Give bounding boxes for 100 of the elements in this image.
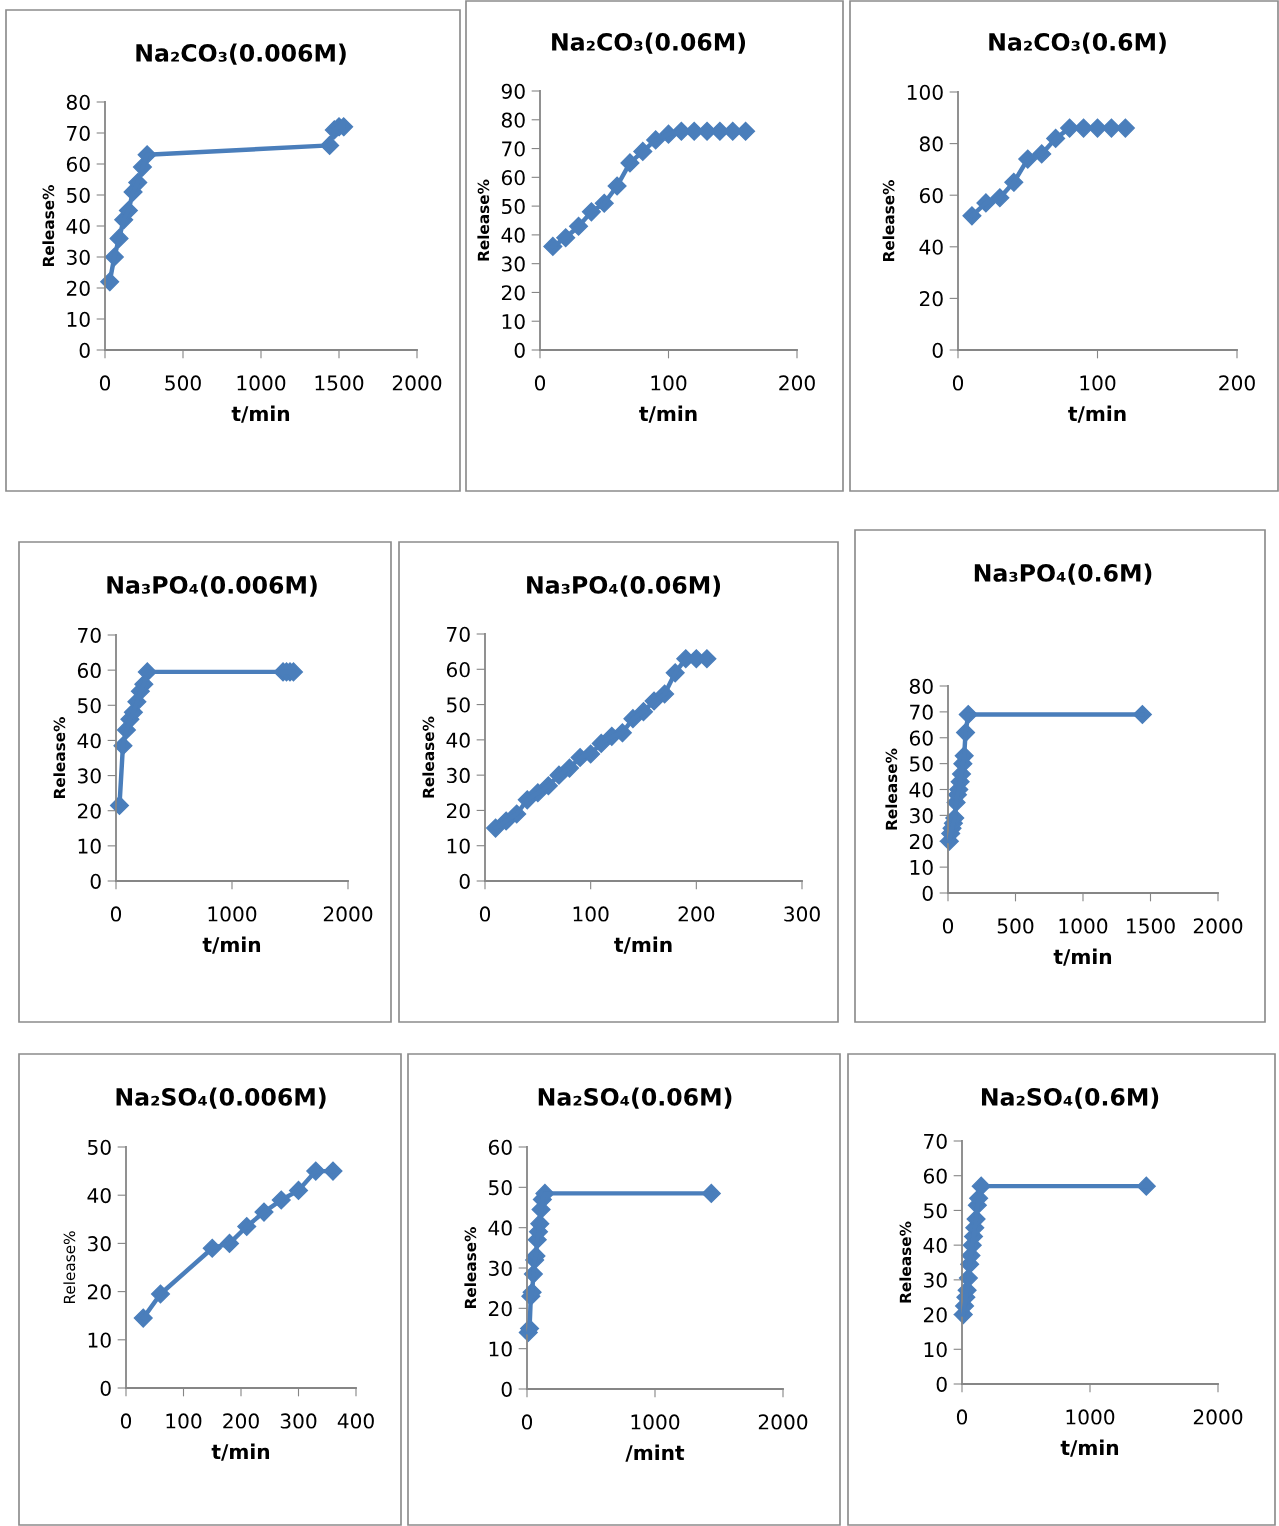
y-tick-label: 10 (67, 311, 90, 327)
x-tick-label: 2000 (323, 906, 373, 922)
chart-title: Na₃PO₄(0.006M) (107, 575, 317, 597)
y-tick-label: 0 (501, 1381, 512, 1397)
x-tick-label: 1000 (1066, 1409, 1115, 1425)
y-tick-label: 10 (924, 1341, 947, 1358)
y-axis-title: Release% (899, 1221, 912, 1303)
y-tick-label: 70 (924, 1133, 947, 1149)
y-tick-label: 0 (459, 873, 470, 889)
y-tick-label: 90 (501, 83, 525, 99)
x-tick-label: 500 (997, 918, 1034, 934)
x-tick-label: 1000 (1059, 918, 1108, 934)
y-tick-label: 50 (502, 198, 525, 215)
chart-title: Na₂CO₃(0.006M) (136, 43, 346, 65)
y-tick-label: 40 (77, 733, 101, 749)
y-tick-label: 20 (909, 833, 933, 850)
y-tick-label: 40 (501, 227, 525, 243)
y-tick-label: 10 (88, 1332, 111, 1348)
y-tick-label: 50 (67, 187, 90, 203)
x-tick-label: 100 (573, 906, 609, 922)
y-tick-label: 20 (488, 1301, 512, 1317)
y-tick-label: 80 (919, 136, 943, 152)
y-tick-label: 60 (501, 170, 525, 186)
chart-title: Na₂CO₃(0.6M) (989, 32, 1166, 54)
x-tick-label: 200 (779, 375, 815, 391)
y-tick-label: 100 (907, 84, 943, 100)
y-axis-title: Release% (477, 179, 490, 261)
y-axis-title: Release% (464, 1227, 477, 1308)
y-axis-title: Release% (53, 717, 66, 798)
y-tick-label: 60 (77, 662, 101, 679)
x-tick-label: 100 (651, 375, 687, 391)
y-tick-label: 70 (502, 141, 525, 157)
y-tick-label: 40 (66, 218, 90, 234)
y-tick-label: 20 (66, 280, 90, 296)
x-tick-label: 200 (678, 906, 715, 922)
y-tick-label: 10 (489, 1341, 512, 1357)
y-tick-label: 0 (79, 342, 90, 358)
y-tick-label: 20 (446, 803, 470, 819)
y-tick-label: 20 (87, 1284, 111, 1300)
y-tick-label: 0 (514, 342, 525, 358)
x-tick-label: 1500 (315, 375, 364, 391)
x-axis-title: t/min (639, 405, 697, 423)
x-axis-title: t/min (202, 936, 261, 954)
y-tick-label: 30 (924, 1272, 947, 1288)
x-tick-label: 0 (120, 1413, 132, 1429)
y-tick-label: 70 (67, 125, 90, 141)
y-tick-label: 20 (501, 285, 525, 301)
y-tick-label: 30 (910, 808, 933, 824)
y-tick-label: 50 (88, 1139, 111, 1155)
y-tick-label: 30 (502, 256, 525, 272)
x-tick-label: 300 (280, 1413, 317, 1429)
y-tick-label: 50 (489, 1180, 512, 1196)
y-tick-label: 0 (922, 885, 933, 901)
x-tick-label: 0 (956, 1409, 968, 1425)
y-axis-title: Release% (42, 185, 55, 266)
x-tick-label: 200 (1219, 375, 1255, 391)
x-axis-title: t/min (211, 1443, 270, 1461)
x-tick-label: 1000 (237, 375, 286, 391)
y-tick-label: 30 (88, 1236, 111, 1252)
x-tick-label: 0 (952, 375, 964, 391)
x-axis-title: /mint (625, 1444, 685, 1462)
x-tick-label: 2000 (392, 375, 442, 391)
y-tick-label: 60 (909, 730, 933, 746)
chart-title: Na₂CO₃(0.06M) (552, 32, 746, 54)
y-tick-label: 70 (447, 626, 470, 642)
y-tick-label: 30 (447, 767, 470, 784)
y-tick-label: 40 (87, 1187, 111, 1204)
chart-title: Na₂SO₄(0.006M) (116, 1087, 326, 1109)
y-axis-title: Release% (63, 1231, 76, 1304)
y-tick-label: 20 (77, 803, 101, 819)
y-tick-label: 60 (923, 1168, 947, 1184)
y-tick-label: 80 (909, 678, 933, 694)
x-tick-label: 2000 (1193, 918, 1243, 934)
y-tick-label: 30 (67, 249, 90, 265)
y-tick-label: 40 (488, 1220, 512, 1236)
y-tick-label: 0 (932, 342, 943, 358)
y-tick-label: 40 (446, 732, 470, 748)
y-tick-label: 70 (910, 704, 933, 720)
x-tick-label: 200 (223, 1413, 259, 1429)
x-tick-label: 2000 (1193, 1409, 1243, 1425)
chart-title: Na₃PO₄(0.6M) (974, 563, 1152, 585)
y-tick-label: 40 (909, 782, 933, 798)
x-axis-title: t/min (1068, 405, 1126, 423)
y-tick-label: 30 (489, 1260, 512, 1276)
y-tick-label: 40 (923, 1237, 947, 1254)
x-tick-label: 100 (166, 1413, 202, 1429)
x-tick-label: 400 (337, 1413, 374, 1429)
y-axis-title: Release% (885, 748, 898, 830)
y-tick-label: 0 (90, 873, 101, 889)
y-tick-label: 50 (924, 1203, 947, 1219)
y-tick-label: 10 (447, 838, 470, 854)
y-tick-label: 0 (100, 1380, 111, 1396)
y-axis-title: Release% (882, 180, 895, 261)
y-tick-label: 50 (910, 756, 933, 772)
y-tick-label: 70 (78, 627, 101, 643)
y-tick-label: 50 (447, 697, 470, 713)
x-axis-title: t/min (614, 936, 672, 954)
x-tick-label: 2000 (758, 1414, 808, 1430)
y-tick-label: 10 (910, 859, 933, 876)
x-tick-label: 0 (110, 906, 122, 922)
